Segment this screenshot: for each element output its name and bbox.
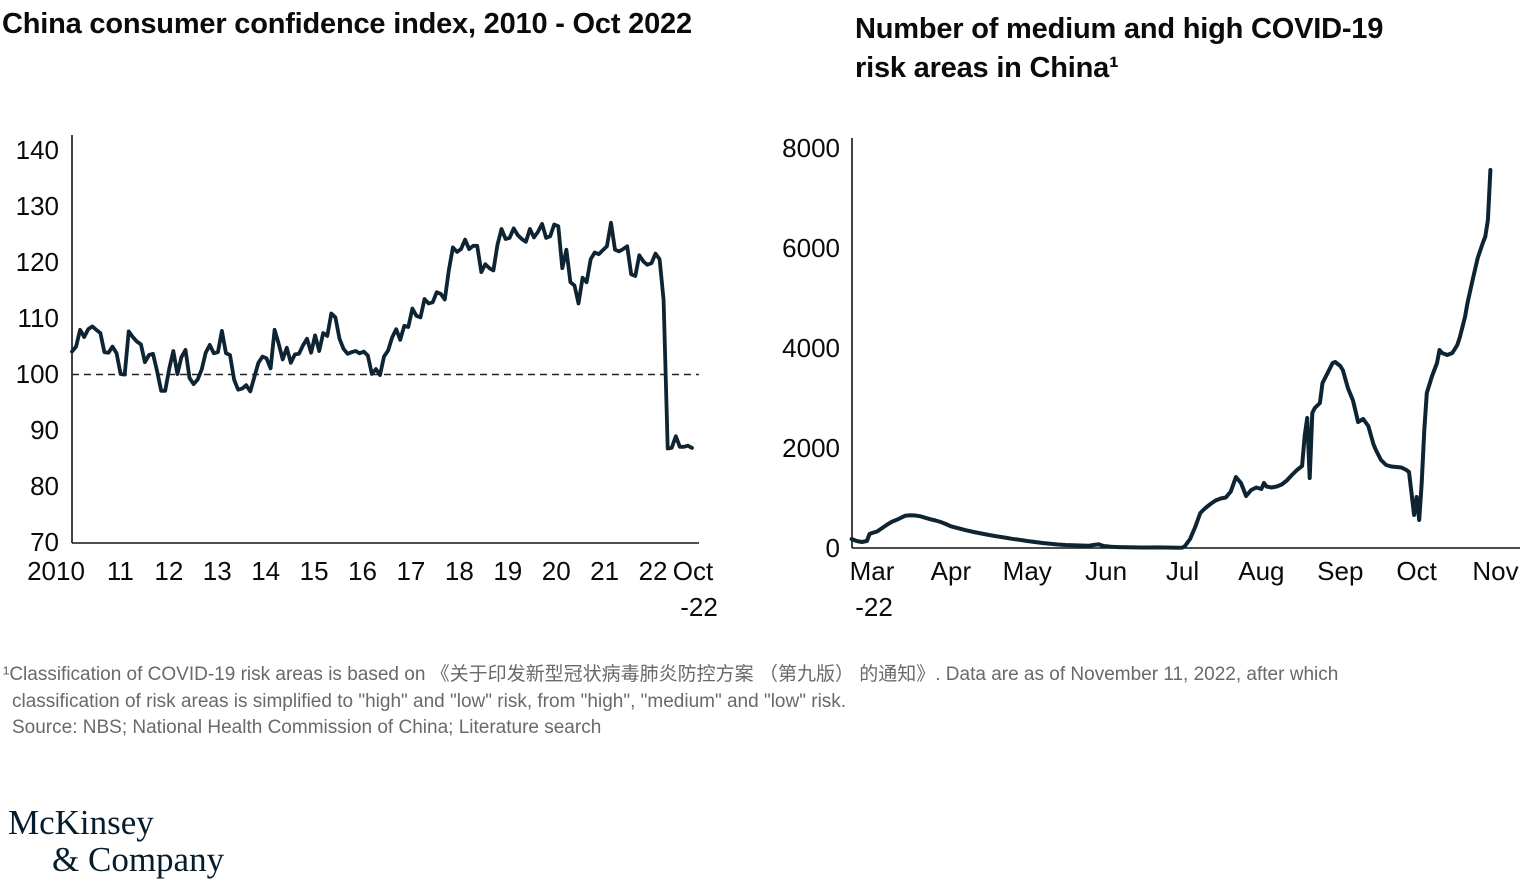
left-y-tick-label: 100 xyxy=(16,359,59,389)
left-x-tick-label: 11 xyxy=(107,556,134,586)
logo-line2: & Company xyxy=(52,840,225,879)
left-y-tick-label: 130 xyxy=(16,191,59,221)
left-y-tick-label: 140 xyxy=(16,135,59,165)
right-y-tick-label: 2000 xyxy=(782,433,840,463)
left-chart-title: China consumer confidence index, 2010 - … xyxy=(2,8,692,40)
right-y-tick-label: 8000 xyxy=(782,133,840,163)
right-x-first-label-line2: -22 xyxy=(855,592,893,622)
right-x-tick-label: Apr xyxy=(931,556,972,586)
right-x-tick-label: Mar xyxy=(850,556,895,586)
left-x-tick-label: 17 xyxy=(396,556,425,586)
right-chart-line xyxy=(849,168,1493,550)
left-x-end-label-line2: -22 xyxy=(680,592,718,622)
right-chart-title: Number of medium and high COVID-19 risk … xyxy=(855,10,1495,88)
right-y-tick-label: 4000 xyxy=(782,333,840,363)
left-y-tick-label: 120 xyxy=(16,247,59,277)
right-x-tick-label: Jul xyxy=(1166,556,1199,586)
left-x-tick-label: 21 xyxy=(590,556,619,586)
left-chart-line xyxy=(70,220,694,451)
right-chart-title-line1: Number of medium and high COVID-19 xyxy=(855,13,1384,45)
left-y-tick-label: 110 xyxy=(18,303,59,333)
right-y-tick-label: 6000 xyxy=(782,233,840,263)
left-x-tick-label: 2010 xyxy=(27,556,85,586)
left-x-tick-label: 14 xyxy=(251,556,280,586)
source-line: Source: NBS; National Health Commission … xyxy=(12,717,602,738)
left-x-tick-label: 16 xyxy=(348,556,377,586)
left-x-tick-label: 22 xyxy=(639,556,668,586)
left-y-tick-label: 80 xyxy=(30,471,59,501)
left-x-end-label-line1: Oct xyxy=(673,556,714,586)
right-y-tick-label: 0 xyxy=(826,533,840,563)
right-x-tick-label: Jun xyxy=(1085,556,1127,586)
left-x-tick-label: 13 xyxy=(203,556,232,586)
left-x-tick-label: 20 xyxy=(542,556,571,586)
logo-line1: McKinsey xyxy=(8,803,154,842)
right-x-tick-label: Aug xyxy=(1238,556,1284,586)
footnote: ¹Classification of COVID-19 risk areas i… xyxy=(3,662,1531,742)
footnote-line2: classification of risk areas is simplifi… xyxy=(12,690,847,712)
left-x-tick-label: 18 xyxy=(445,556,474,586)
left-y-tick-label: 70 xyxy=(30,527,59,557)
right-x-tick-label: Sep xyxy=(1317,556,1363,586)
right-x-tick-label: May xyxy=(1003,556,1052,586)
right-x-tick-label: Nov xyxy=(1472,556,1518,586)
right-chart-title-line2: risk areas in China¹ xyxy=(855,52,1119,84)
right-x-tick-label: Oct xyxy=(1396,556,1437,586)
mckinsey-logo: McKinsey & Company xyxy=(8,804,224,878)
left-x-tick-label: 15 xyxy=(300,556,329,586)
left-x-tick-label: 12 xyxy=(154,556,183,586)
footnote-line1: ¹Classification of COVID-19 risk areas i… xyxy=(3,664,1339,685)
left-x-tick-label: 19 xyxy=(493,556,522,586)
left-y-tick-label: 90 xyxy=(30,415,59,445)
